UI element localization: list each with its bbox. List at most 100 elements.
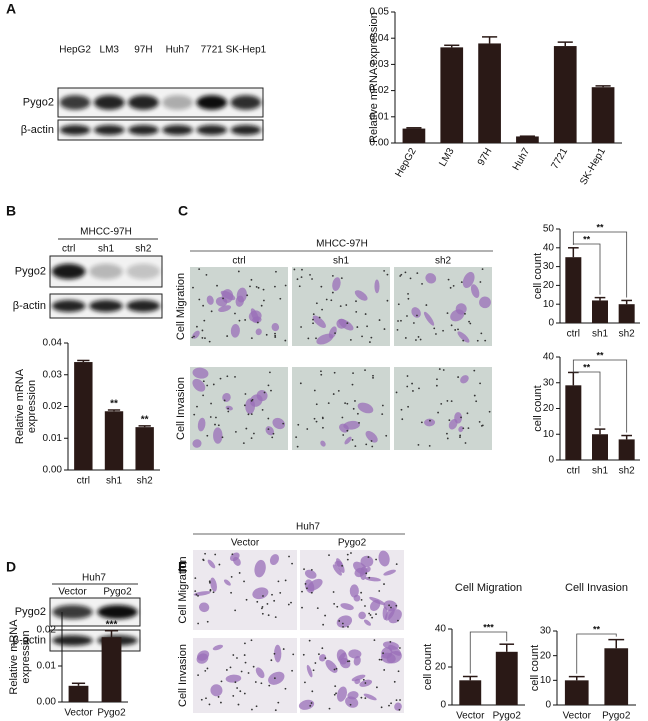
x-tick-label: Vector (563, 711, 592, 721)
pore (284, 339, 287, 342)
bar (516, 136, 539, 143)
pore (372, 376, 374, 379)
y-tick-label: 0.03 (43, 369, 63, 380)
blot-band (196, 95, 228, 110)
pore (380, 658, 383, 661)
pore (239, 690, 242, 693)
y-axis-label: cell count (422, 644, 434, 690)
cell (358, 611, 366, 620)
bar (101, 637, 122, 702)
pore (468, 320, 470, 323)
pore (250, 437, 253, 439)
cell (354, 290, 368, 301)
pore (193, 413, 196, 416)
x-tick-label: Vector (64, 708, 93, 719)
pore (269, 371, 271, 374)
cell (370, 599, 381, 611)
pore (370, 336, 373, 339)
pore (438, 368, 441, 370)
cell (425, 273, 437, 284)
blot-band (93, 125, 125, 135)
cell (336, 615, 353, 628)
y-tick-label: 10 (543, 299, 555, 310)
pore (365, 572, 368, 575)
pore (232, 695, 235, 697)
pore (217, 696, 220, 698)
pore (346, 322, 349, 325)
pore (338, 620, 341, 622)
pore (316, 607, 319, 610)
pore (433, 327, 436, 330)
cell (353, 561, 368, 575)
pore (304, 681, 306, 684)
pore (315, 337, 317, 340)
pore (352, 372, 354, 375)
cell (363, 693, 377, 701)
x-tick-label: sh2 (137, 476, 154, 487)
pore (385, 434, 388, 437)
pore (277, 701, 280, 704)
pore (332, 591, 335, 593)
pore (386, 299, 389, 302)
y-tick-label: 0.00 (43, 465, 63, 476)
micrograph-column: ctrl (232, 256, 245, 267)
pore (225, 669, 228, 671)
pore (309, 704, 312, 707)
pore (370, 440, 373, 442)
cell (339, 423, 349, 433)
pore (243, 580, 245, 583)
pore (351, 383, 354, 386)
pore (197, 622, 200, 625)
pore (349, 703, 352, 706)
cell (351, 674, 366, 682)
bar (564, 680, 589, 705)
micrograph (292, 267, 390, 346)
pore (307, 337, 310, 340)
cell (255, 328, 262, 336)
cell (318, 654, 327, 662)
pore (242, 442, 245, 445)
y-tick-label: 0 (440, 700, 446, 711)
pore (395, 699, 398, 702)
pore (321, 647, 324, 650)
pore (418, 387, 420, 390)
cell (210, 577, 217, 592)
pore (416, 272, 419, 275)
x-tick-label: SK-Hep1 (578, 146, 608, 187)
pore (390, 702, 392, 705)
pore (255, 285, 258, 288)
pore (226, 335, 229, 337)
pore (351, 439, 354, 441)
cell (193, 591, 211, 596)
blot-frame (57, 87, 264, 118)
y-tick-label: 10 (540, 675, 552, 686)
pore (356, 326, 359, 328)
y-tick-label: 30 (543, 377, 555, 388)
pore (407, 405, 409, 408)
pore (260, 607, 263, 610)
pore (339, 305, 342, 308)
pore (272, 432, 275, 435)
pore (196, 405, 198, 408)
pore (442, 369, 445, 371)
pore (236, 657, 238, 659)
pore (346, 402, 349, 405)
cell (386, 650, 402, 664)
micrograph-column: sh2 (435, 256, 452, 267)
pore (450, 324, 453, 327)
pore (202, 380, 205, 383)
pore (234, 681, 237, 684)
x-tick-label: Vector (456, 711, 485, 721)
blot-title: Huh7 (82, 573, 106, 584)
lane-label: SK-Hep1 (226, 45, 267, 56)
pore (484, 339, 487, 342)
cell (332, 277, 341, 292)
pore (428, 444, 431, 447)
pore (236, 687, 239, 689)
y-tick-label: 0.03 (370, 59, 390, 70)
cell (462, 271, 475, 289)
pore (310, 591, 313, 594)
pore (322, 426, 324, 429)
pore (420, 421, 423, 424)
